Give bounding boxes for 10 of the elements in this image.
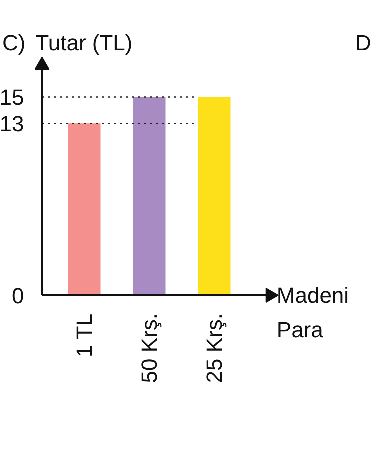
x-tick-label: 25 Krş. <box>202 313 227 384</box>
text: D <box>356 30 372 56</box>
y-tick-label: 13 <box>0 112 24 137</box>
x-tick-label: 50 Krş. <box>137 313 162 384</box>
text: C) <box>2 30 26 56</box>
y-axis-title: Tutar (TL) <box>36 30 133 56</box>
x-axis-title: Madeni Para <box>276 283 350 342</box>
y-tick-label: 15 <box>0 85 24 110</box>
x-tick-label: 1 TL <box>72 314 97 358</box>
y-tick-label: 0 <box>12 284 24 308</box>
